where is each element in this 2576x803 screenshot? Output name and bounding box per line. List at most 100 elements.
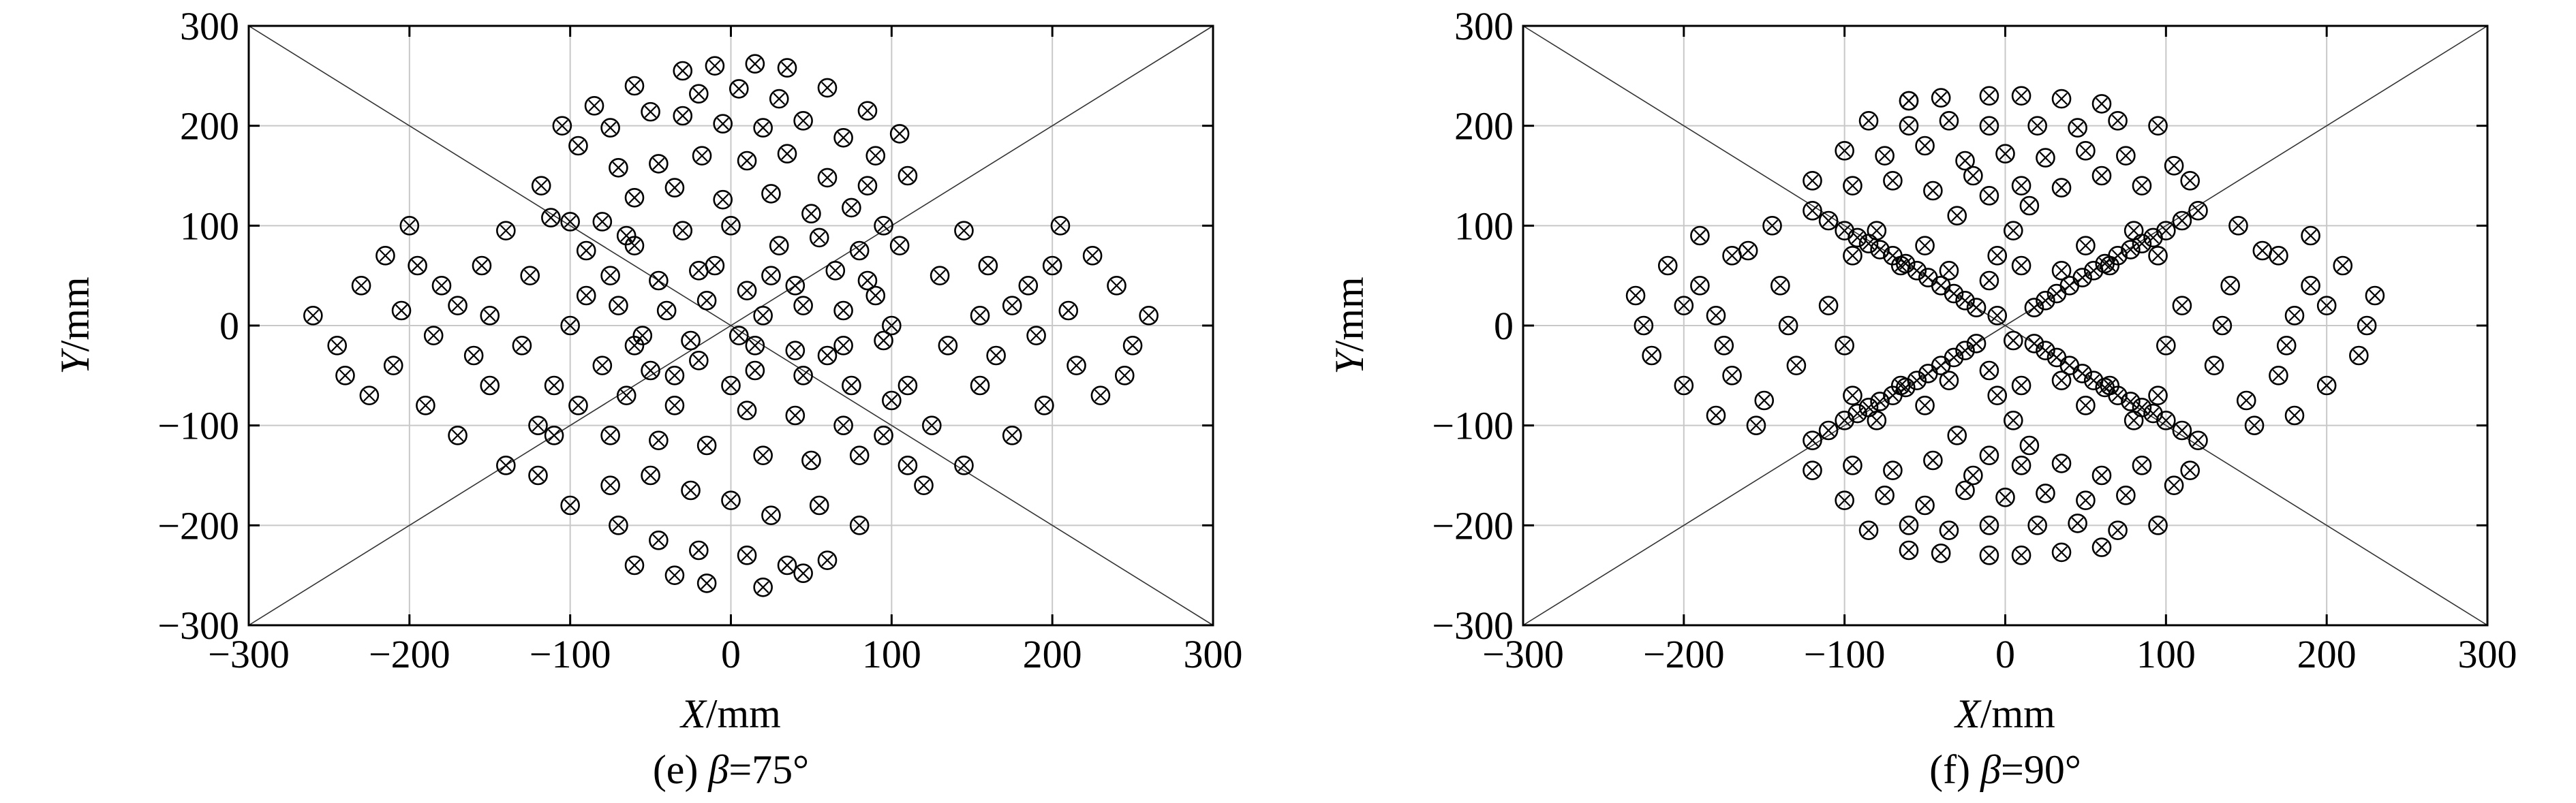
x-tick-label: 200 — [2297, 632, 2357, 676]
y-axis-label: Y/mm — [52, 277, 97, 374]
data-point — [1018, 276, 1039, 296]
data-point — [833, 300, 853, 321]
data-point — [448, 426, 467, 445]
data-point — [737, 151, 757, 171]
data-point — [1899, 91, 1919, 111]
data-point — [753, 445, 773, 465]
data-point — [1107, 276, 1126, 296]
data-point — [399, 216, 420, 236]
data-point — [2003, 411, 2023, 430]
data-point — [624, 76, 645, 96]
data-point — [1706, 306, 1726, 326]
data-point — [1690, 225, 1710, 246]
data-point — [1754, 390, 1775, 411]
data-point — [1867, 411, 1887, 430]
data-point — [463, 345, 484, 366]
data-point — [2204, 356, 2224, 375]
data-point — [2051, 542, 2072, 563]
data-point — [2051, 178, 2072, 198]
data-point — [705, 56, 725, 76]
data-point — [785, 341, 806, 360]
data-point — [1966, 334, 1987, 353]
data-point — [673, 61, 693, 81]
data-point — [1843, 176, 1862, 195]
data-point — [2108, 111, 2128, 131]
data-point — [1674, 296, 1694, 315]
data-point — [978, 255, 998, 276]
data-point — [2024, 298, 2044, 317]
data-point — [1835, 490, 1854, 510]
data-point — [1746, 415, 1766, 435]
data-point — [528, 415, 548, 435]
data-point — [737, 281, 757, 300]
data-point — [431, 276, 452, 296]
data-point — [2188, 201, 2208, 221]
y-tick-label: 100 — [1454, 204, 1514, 248]
data-point — [664, 396, 685, 415]
data-point — [1979, 86, 1999, 106]
y-tick-label: −100 — [1432, 404, 1514, 448]
data-point — [745, 336, 765, 356]
data-point — [817, 550, 838, 570]
data-point — [560, 315, 580, 336]
data-point — [2132, 176, 2152, 195]
data-point — [472, 255, 492, 276]
y-tick-label: −300 — [1432, 603, 1514, 648]
data-point — [1042, 255, 1062, 276]
data-point — [2244, 415, 2265, 435]
data-point — [2252, 240, 2273, 261]
data-point — [1899, 116, 1919, 136]
data-point — [696, 435, 717, 456]
panel-caption: (f) β=90° — [1929, 747, 2081, 792]
data-point — [2132, 234, 2152, 254]
data-point — [809, 495, 829, 516]
data-point — [1915, 495, 1935, 516]
data-point — [1002, 426, 1022, 445]
data-point — [1067, 356, 1086, 375]
data-point — [528, 465, 548, 486]
data-point — [1082, 246, 1103, 266]
data-point — [889, 124, 910, 144]
x-tick-label: −300 — [1482, 632, 1564, 676]
data-point — [1738, 240, 1758, 261]
data-point — [2011, 546, 2031, 565]
data-point — [383, 356, 403, 375]
data-point — [616, 225, 637, 246]
data-point — [2011, 255, 2031, 276]
data-point — [689, 351, 709, 371]
data-point — [2076, 236, 2096, 255]
data-point — [2019, 195, 2040, 216]
data-point — [2100, 255, 2120, 276]
data-point — [2276, 336, 2297, 356]
data-point — [541, 208, 561, 227]
data-point — [1818, 210, 1839, 231]
data-point — [2143, 227, 2163, 248]
data-point — [696, 573, 717, 593]
x-tick-label: −300 — [208, 632, 290, 676]
data-point — [2003, 330, 2023, 351]
data-point — [2019, 435, 2040, 456]
data-point — [898, 375, 918, 396]
data-point — [423, 326, 444, 345]
data-point — [600, 118, 620, 138]
data-point — [2121, 240, 2141, 259]
data-point — [681, 330, 701, 351]
data-point — [1778, 315, 1798, 336]
data-point — [2180, 460, 2201, 480]
data-point — [857, 270, 878, 291]
data-point — [753, 306, 773, 326]
data-point — [849, 516, 870, 535]
data-point — [2156, 411, 2176, 430]
data-point — [729, 79, 749, 99]
data-point — [825, 261, 846, 281]
data-point — [889, 236, 910, 255]
data-point — [801, 204, 821, 224]
y-tick-label: 200 — [1454, 104, 1514, 148]
data-point — [416, 396, 435, 415]
data-point — [713, 189, 733, 210]
y-tick-label: 100 — [180, 204, 239, 248]
data-point — [2301, 276, 2320, 296]
data-point — [641, 465, 660, 486]
data-point — [2143, 403, 2163, 424]
data-point — [1883, 171, 1903, 191]
